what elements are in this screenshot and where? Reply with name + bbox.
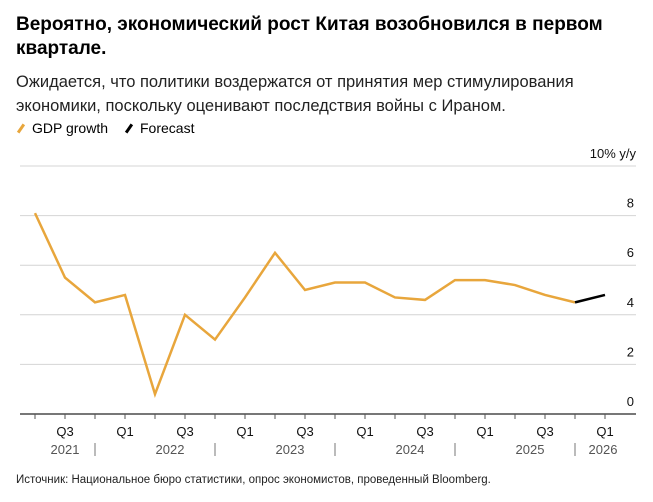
- x-tick-label: Q1: [356, 424, 373, 439]
- legend-item-forecast: Forecast: [124, 120, 194, 136]
- year-label: 2021: [51, 442, 80, 457]
- legend-item-gdp: GDP growth: [16, 120, 108, 136]
- x-tick-label: Q3: [176, 424, 193, 439]
- year-label: 2023: [276, 442, 305, 457]
- y-tick-label: 0: [627, 394, 634, 409]
- y-tick-label: 8: [627, 196, 634, 211]
- y-tick-label: 4: [627, 295, 634, 310]
- x-tick-label: Q1: [236, 424, 253, 439]
- x-tick-label: Q1: [596, 424, 613, 439]
- forecast-line: [574, 293, 606, 304]
- chart-title: Вероятно, экономический рост Китая возоб…: [16, 14, 603, 59]
- legend: GDP growth Forecast: [16, 120, 194, 136]
- legend-label-forecast: Forecast: [140, 120, 195, 136]
- y-axis-label: 10% y/y: [590, 146, 637, 161]
- x-tick-label: Q3: [56, 424, 73, 439]
- x-tick-label: Q3: [416, 424, 433, 439]
- x-tick-label: Q3: [536, 424, 553, 439]
- year-label: 2024: [396, 442, 425, 457]
- year-label: 2022: [156, 442, 185, 457]
- gdp-growth-line: [33, 212, 576, 399]
- chart-subtitle: Ожидается, что политики воздержатся от п…: [16, 73, 574, 115]
- legend-label-gdp: GDP growth: [32, 120, 108, 136]
- year-label: 2026: [589, 442, 618, 457]
- source-note: Источник: Национальное бюро статистики, …: [16, 474, 491, 486]
- y-tick-label: 6: [627, 245, 634, 260]
- x-tick-label: Q1: [116, 424, 133, 439]
- year-label: 2025: [516, 442, 545, 457]
- x-tick-label: Q3: [296, 424, 313, 439]
- y-tick-label: 2: [627, 344, 634, 359]
- x-tick-label: Q1: [476, 424, 493, 439]
